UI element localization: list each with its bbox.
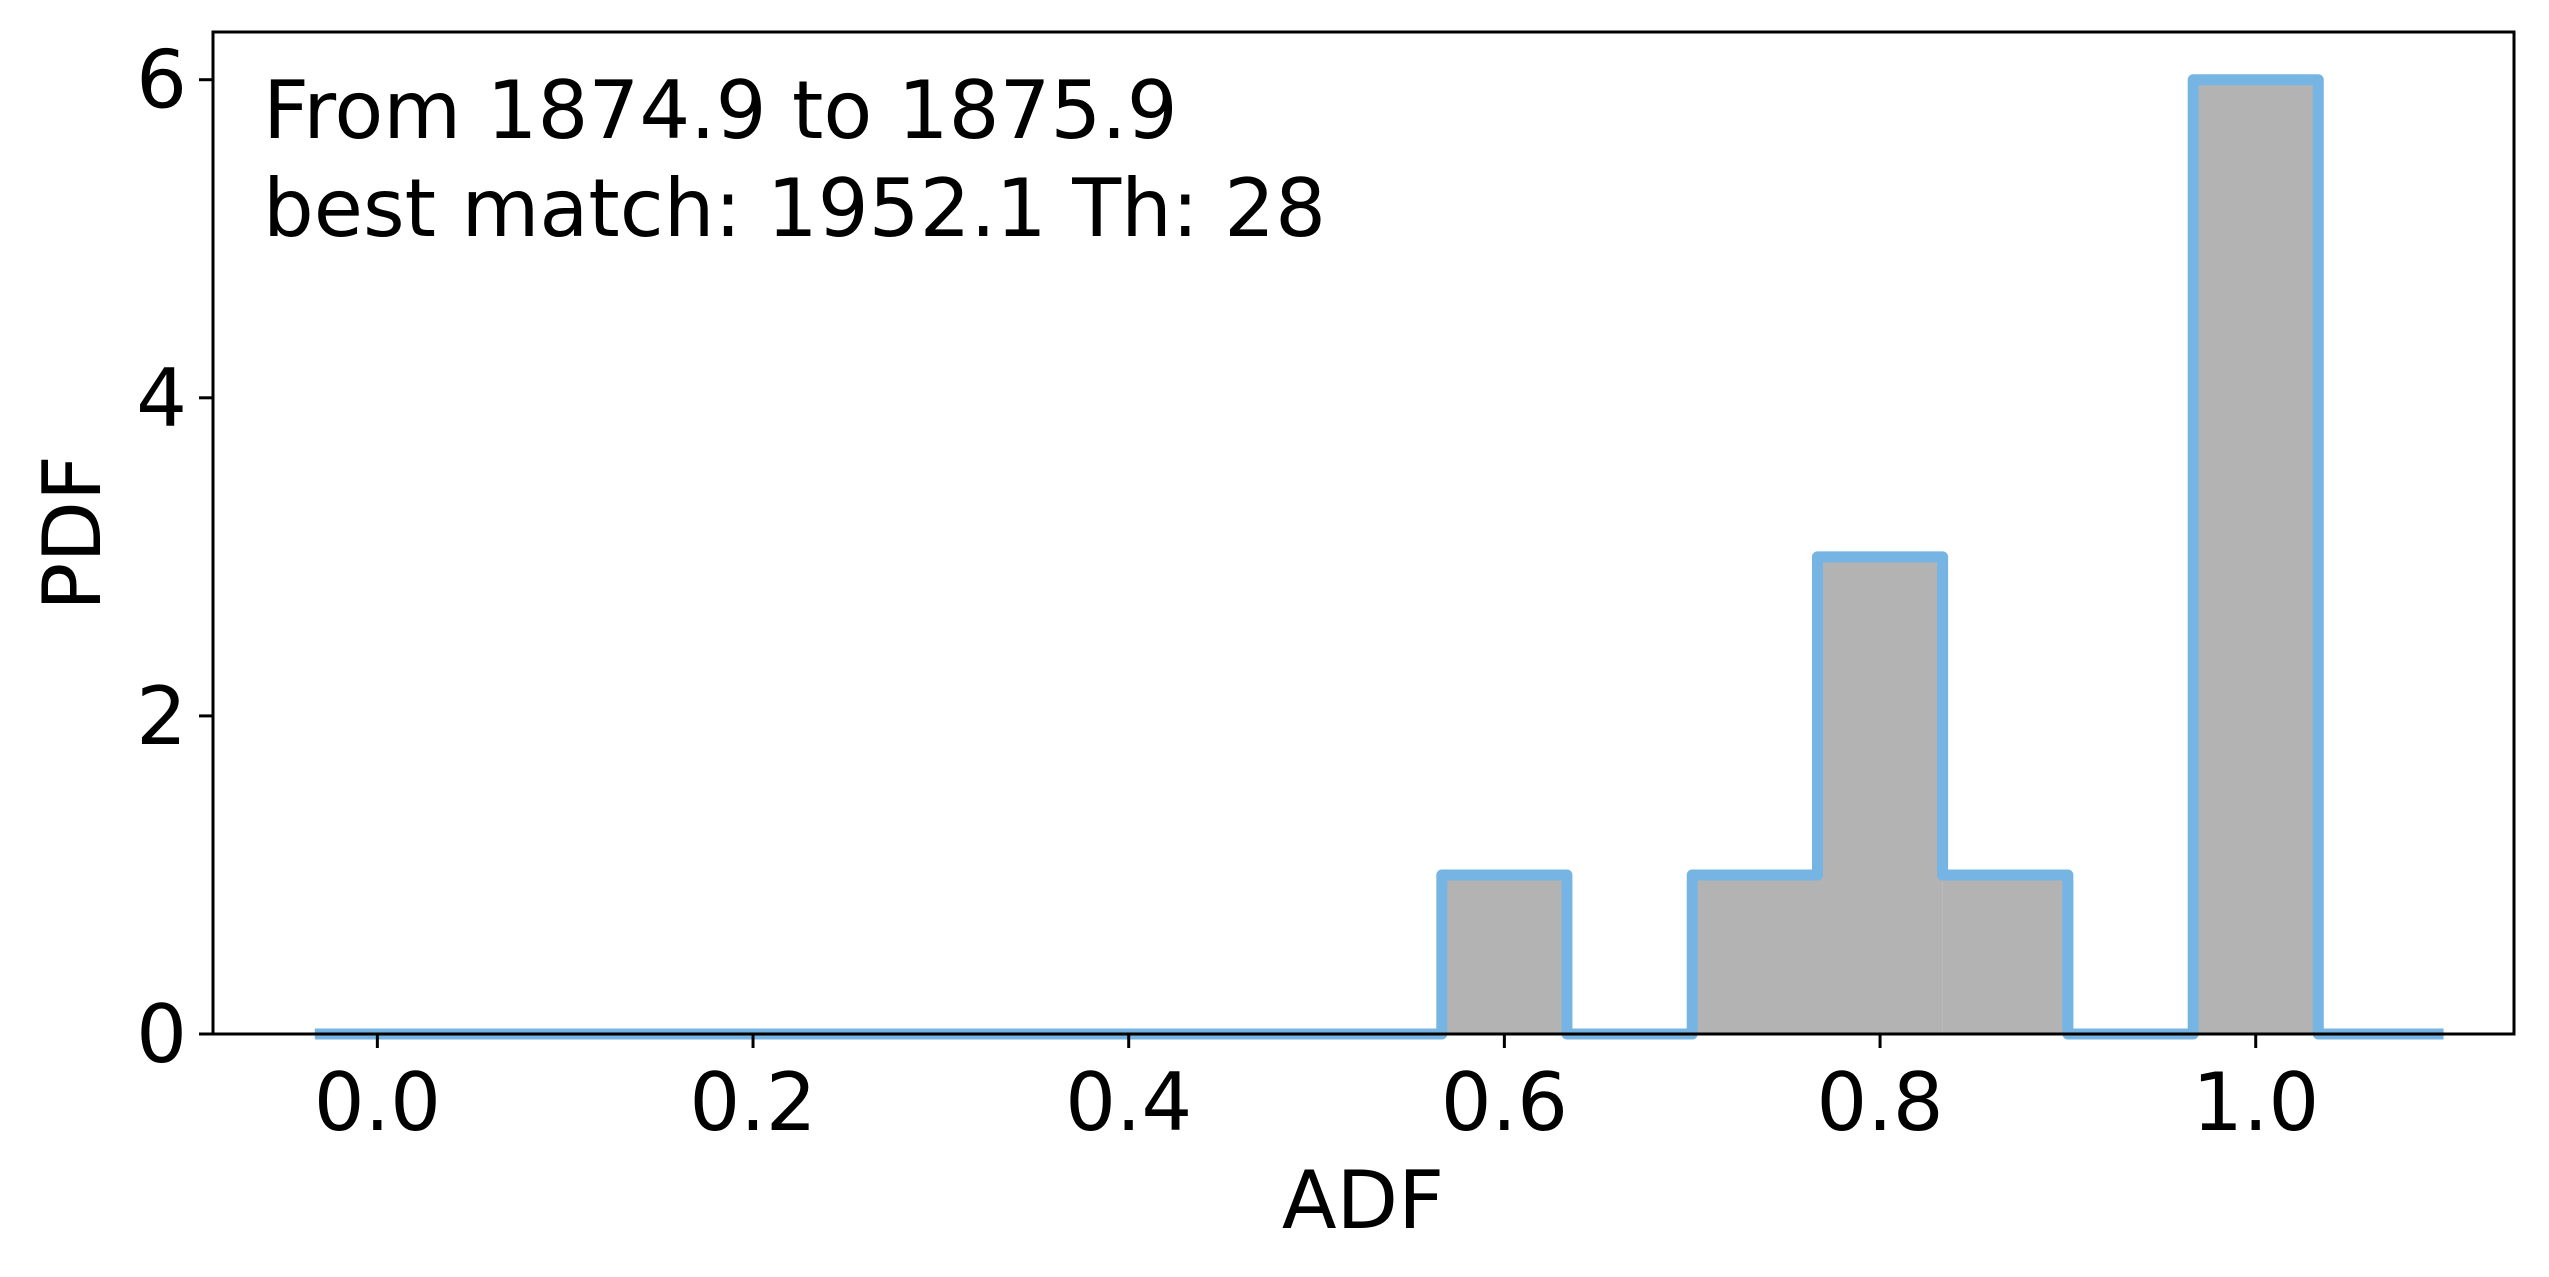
histogram-bar	[1817, 556, 1943, 1034]
x-tick-label: 1.0	[2192, 1056, 2319, 1149]
y-tick-label: 0	[136, 988, 187, 1081]
histogram-bars	[1441, 79, 2319, 1034]
y-tick-label: 2	[136, 670, 187, 763]
histogram-bar	[1942, 874, 2068, 1034]
y-axis-ticks: 0 2 4 6	[136, 34, 213, 1081]
x-axis-label: ADF	[1282, 1154, 1444, 1247]
histogram-bar	[1441, 874, 1567, 1034]
annotation-range: From 1874.9 to 1875.9	[263, 64, 1178, 157]
histogram-bar	[1692, 874, 1818, 1034]
x-tick-label: 0.4	[1065, 1056, 1192, 1149]
annotation-best-match: best match: 1952.1 Th: 28	[263, 162, 1326, 255]
histogram-bar	[2193, 79, 2319, 1034]
x-tick-label: 0.6	[1441, 1056, 1568, 1149]
plot-frame	[211, 30, 2516, 1036]
y-tick-label: 4	[136, 352, 187, 445]
x-axis-ticks: 0.0 0.2 0.4 0.6 0.8 1.0	[314, 1034, 2319, 1149]
y-axis-label: PDF	[26, 455, 119, 611]
x-tick-label: 0.8	[1816, 1056, 1943, 1149]
x-tick-label: 0.0	[314, 1056, 441, 1149]
x-tick-label: 0.2	[689, 1056, 816, 1149]
y-tick-label: 6	[136, 34, 187, 127]
